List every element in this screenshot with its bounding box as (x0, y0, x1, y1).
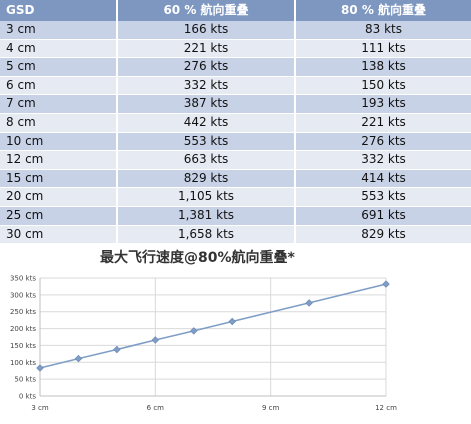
gsd-cell: 6 cm (0, 76, 118, 96)
gsd-cell: 10 cm (0, 132, 118, 152)
gsd-cell: 25 cm (0, 206, 118, 226)
data-point-marker (228, 317, 236, 326)
speed-80-cell: 276 kts (295, 132, 471, 152)
data-point-marker (74, 354, 83, 363)
speed-80-cell: 829 kts (295, 225, 471, 245)
gsd-cell: 15 cm (0, 169, 118, 189)
speed-60-cell: 829 kts (117, 169, 296, 189)
y-tick-label: 250 kts (10, 308, 36, 316)
gsd-cell: 5 cm (0, 57, 118, 77)
table-row: 20 cm 1,105 kts 553 kts (0, 187, 471, 207)
x-tick-label: 6 cm (147, 404, 165, 412)
data-point-marker (190, 327, 198, 335)
data-point-marker (305, 299, 313, 307)
speed-60-cell: 332 kts (117, 76, 296, 96)
table-row: 30 cm 1,658 kts 829 kts (0, 225, 471, 245)
y-tick-label: 200 kts (10, 325, 36, 333)
gsd-cell: 20 cm (0, 187, 118, 207)
speed-60-cell: 387 kts (117, 94, 296, 114)
table-row: 8 cm 442 kts 221 kts (0, 113, 471, 133)
header-60-overlap: 60 % 航向重叠 (117, 0, 296, 21)
header-gsd: GSD (0, 0, 118, 21)
gsd-cell: 30 cm (0, 225, 118, 245)
table-header-row: GSD 60 % 航向重叠 80 % 航向重叠 (0, 0, 471, 21)
speed-60-cell: 663 kts (117, 150, 296, 170)
table-row: 4 cm 221 kts 111 kts (0, 39, 471, 59)
gsd-cell: 7 cm (0, 94, 118, 114)
table-row: 5 cm 276 kts 138 kts (0, 57, 471, 77)
table-row: 3 cm 166 kts 83 kts (0, 21, 471, 40)
table-body: 3 cm 166 kts 83 kts 4 cm 221 kts 111 kts 5 cm 2… (0, 21, 471, 245)
speed-80-cell: 83 kts (295, 21, 471, 40)
table-row: 12 cm 663 kts 332 kts (0, 150, 471, 170)
y-tick-label: 350 kts (10, 275, 36, 283)
header-80-overlap: 80 % 航向重叠 (295, 0, 471, 21)
gsd-cell: 12 cm (0, 150, 118, 170)
data-point-marker (151, 336, 160, 344)
speed-60-cell: 221 kts (117, 39, 296, 59)
speed-80-cell: 414 kts (295, 169, 471, 189)
speed-60-cell: 553 kts (117, 132, 296, 152)
speed-80-cell: 138 kts (295, 57, 471, 77)
gsd-cell: 4 cm (0, 39, 118, 59)
speed-line-chart: 0 kts 50 kts 100 kts 150 kts 200 kts 250 kts 3… (10, 275, 397, 413)
speed-80-cell: 553 kts (295, 187, 471, 207)
table-row: 10 cm 553 kts 276 kts (0, 132, 471, 152)
speed-60-cell: 442 kts (117, 113, 296, 133)
y-tick-label: 150 kts (10, 342, 36, 350)
table-row: 15 cm 829 kts 414 kts (0, 169, 471, 189)
y-tick-label: 0 kts (19, 393, 36, 401)
gsd-cell: 3 cm (0, 21, 118, 40)
speed-80-cell: 332 kts (295, 150, 471, 170)
speed-80-cell: 193 kts (295, 94, 471, 114)
speed-80-cell: 150 kts (295, 76, 471, 96)
data-point-marker (113, 345, 121, 354)
speed-80-cell: 691 kts (295, 206, 471, 226)
data-point-marker (36, 364, 44, 372)
chart-title: 最大飞行速度@80%航向重叠* (100, 250, 295, 266)
series-line (39, 283, 387, 369)
table-row: 25 cm 1,381 kts 691 kts (0, 206, 471, 226)
speed-80-cell: 221 kts (295, 113, 471, 133)
x-tick-label: 9 cm (262, 404, 280, 412)
speed-60-cell: 166 kts (117, 21, 296, 40)
speed-60-cell: 276 kts (117, 57, 296, 77)
y-tick-label: 100 kts (10, 359, 36, 367)
table-row: 7 cm 387 kts 193 kts (0, 94, 471, 114)
data-point-marker (382, 280, 390, 288)
x-tick-label: 3 cm (31, 404, 49, 412)
x-tick-label: 12 cm (375, 404, 397, 412)
y-tick-label: 300 kts (10, 291, 36, 299)
speed-80-cell: 111 kts (295, 39, 471, 59)
y-tick-label: 50 kts (14, 376, 36, 384)
speed-60-cell: 1,105 kts (117, 187, 296, 207)
speed-60-cell: 1,658 kts (117, 225, 296, 245)
speed-60-cell: 1,381 kts (117, 206, 296, 226)
gsd-cell: 8 cm (0, 113, 118, 133)
table-row: 6 cm 332 kts 150 kts (0, 76, 471, 96)
gsd-speed-table: GSD 60 % 航向重叠 80 % 航向重叠 3 cm 166 kts 83 kt… (0, 0, 471, 245)
